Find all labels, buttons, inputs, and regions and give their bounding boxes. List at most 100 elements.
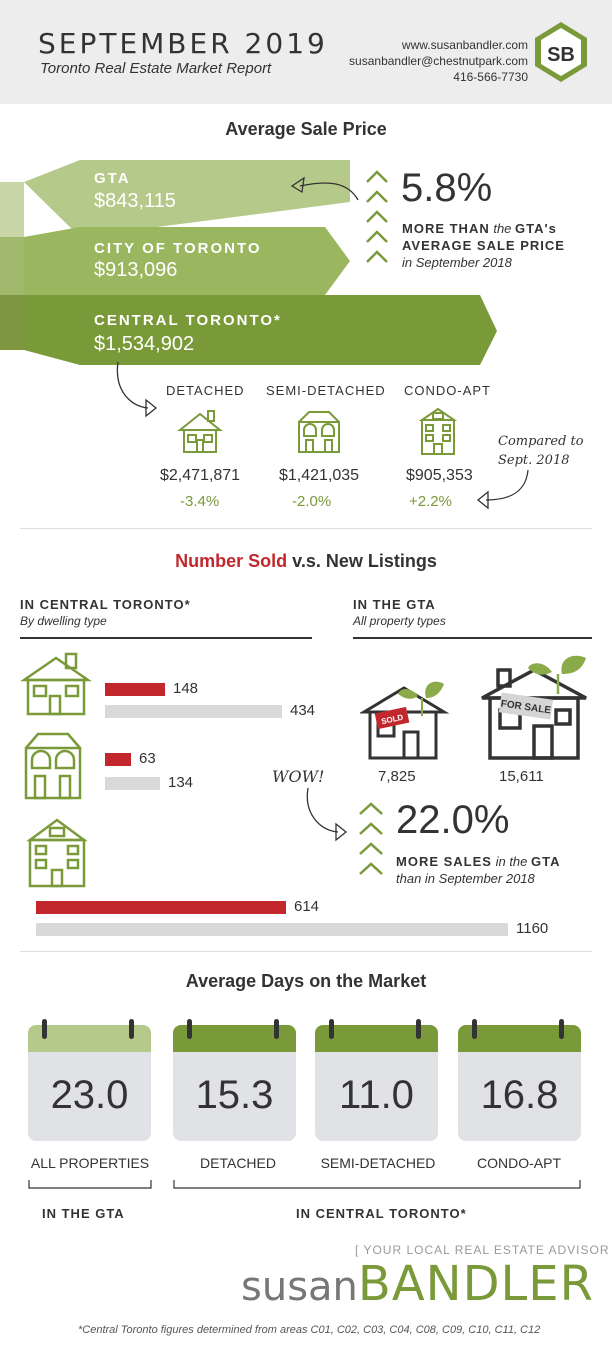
central-toronto-note: By dwelling type xyxy=(20,614,107,628)
calendar-card-semi: 11.0 xyxy=(315,1025,438,1141)
semi-price: $1,421,035 xyxy=(279,467,360,484)
days-detached-label: DETACHED xyxy=(200,1155,276,1171)
calendar-ring-icon xyxy=(187,1019,192,1039)
central-band-tail xyxy=(0,295,24,350)
calendar-ring-icon xyxy=(274,1019,279,1039)
gta-band xyxy=(24,160,350,237)
calendar-card-all: 23.0 xyxy=(28,1025,151,1141)
days-detached-value: 15.3 xyxy=(195,1073,274,1117)
sales-increase-line1: MORE SALES in the GTA xyxy=(396,854,561,869)
group-central-label: IN CENTRAL TORONTO* xyxy=(296,1206,467,1221)
semi-detached-icon xyxy=(24,732,82,800)
svg-text:SB: SB xyxy=(547,44,575,66)
semi-listings-bar xyxy=(105,777,160,790)
sb-logo: SB xyxy=(535,22,587,82)
days-semi-label: SEMI-DETACHED xyxy=(320,1155,436,1171)
semi-caption: SEMI-DETACHED xyxy=(266,383,386,398)
semi-detached-icon xyxy=(298,411,340,453)
detached-sold-bar xyxy=(105,683,165,696)
website-link[interactable]: www.susanbandler.com xyxy=(401,38,528,52)
up-chevrons-icon xyxy=(366,170,388,263)
detached-sold-value: 148 xyxy=(173,680,199,697)
header: SEPTEMBER 2019 Toronto Real Estate Marke… xyxy=(0,0,612,104)
price-bands xyxy=(0,160,497,365)
sales-increase-line2: than in September 2018 xyxy=(396,871,535,886)
report-subtitle: Toronto Real Estate Market Report xyxy=(40,60,272,77)
calendar-ring-icon xyxy=(129,1019,134,1039)
left-rule xyxy=(20,637,312,639)
sold-listings-heading: Number Sold v.s. New Listings xyxy=(175,551,437,571)
down-arrow-icon xyxy=(116,361,158,418)
detached-listings-value: 434 xyxy=(290,702,316,719)
toronto-band xyxy=(24,227,350,295)
section-divider xyxy=(20,951,592,952)
days-all-value: 23.0 xyxy=(50,1073,129,1117)
calendar-card-condo: 16.8 xyxy=(458,1025,581,1141)
detached-house-icon xyxy=(177,410,223,453)
increase-line2: AVERAGE SALE PRICE xyxy=(402,238,565,253)
gta-price: $843,115 xyxy=(94,190,176,212)
wow-note: WOW! xyxy=(272,767,325,786)
central-toronto-title: IN CENTRAL TORONTO* xyxy=(20,597,191,612)
curved-arrow-icon xyxy=(290,176,359,201)
calendar-ring-icon xyxy=(329,1019,334,1039)
compared-note-line1: Compared to xyxy=(498,434,584,449)
semi-change: -2.0% xyxy=(292,493,332,510)
gta-increase-percent: 5.8% xyxy=(401,166,493,210)
gta-note: All property types xyxy=(353,614,446,628)
condo-listings-value: 1160 xyxy=(516,920,549,937)
calendar-card-detached: 15.3 xyxy=(173,1025,296,1141)
increase-line3: in September 2018 xyxy=(402,255,512,270)
footer-tagline: [ YOUR LOCAL REAL ESTATE ADVISOR ] xyxy=(355,1243,612,1257)
semi-listings-value: 134 xyxy=(168,774,194,791)
section-divider xyxy=(20,528,592,529)
phone-number: 416-566-7730 xyxy=(453,70,528,84)
detached-change: -3.4% xyxy=(180,493,220,510)
calendar-ring-icon xyxy=(472,1019,477,1039)
detached-caption: DETACHED xyxy=(166,383,245,398)
calendar-ring-icon xyxy=(559,1019,564,1039)
condo-caption: CONDO-APT xyxy=(404,383,491,398)
days-condo-label: CONDO-APT xyxy=(477,1155,561,1171)
sales-increase-percent: 22.0% xyxy=(396,798,510,842)
right-rule xyxy=(353,637,592,639)
group-gta-label: IN THE GTA xyxy=(42,1206,125,1221)
toronto-price: $913,096 xyxy=(94,259,178,281)
avg-price-heading: Average Sale Price xyxy=(225,119,387,139)
detached-price: $2,471,871 xyxy=(160,467,241,484)
increase-line1: MORE THAN the GTA's xyxy=(402,221,557,236)
detached-house-icon xyxy=(20,652,92,716)
calendar-ring-icon xyxy=(416,1019,421,1039)
gta-sold-count: 7,825 xyxy=(378,768,416,785)
gta-title: IN THE GTA xyxy=(353,597,436,612)
calendar-ring-icon xyxy=(42,1019,47,1039)
central-price: $1,534,902 xyxy=(94,333,195,355)
toronto-label: CITY OF TORONTO xyxy=(94,240,262,257)
days-condo-value: 16.8 xyxy=(480,1073,559,1117)
report-title: SEPTEMBER 2019 xyxy=(38,27,328,60)
gta-band-tail xyxy=(0,182,24,237)
condo-listings-bar xyxy=(36,923,508,936)
footer-brand: susanBANDLER xyxy=(241,1256,594,1312)
for-sale-house-icon: FOR SALE xyxy=(481,655,587,760)
condo-sold-bar xyxy=(36,901,286,914)
condo-price: $905,353 xyxy=(406,467,473,484)
email-link[interactable]: susanbandler@chestnutpark.com xyxy=(349,54,528,68)
condo-change: +2.2% xyxy=(409,493,452,510)
days-semi-value: 11.0 xyxy=(339,1073,414,1117)
central-label: CENTRAL TORONTO* xyxy=(94,312,282,329)
group-brackets xyxy=(28,1180,581,1189)
note-arrow-icon xyxy=(476,469,529,510)
toronto-band-tail xyxy=(0,237,24,295)
semi-sold-bar xyxy=(105,753,131,766)
condo-sold-value: 614 xyxy=(294,898,320,915)
up-chevrons-icon xyxy=(359,802,383,875)
semi-sold-value: 63 xyxy=(139,750,156,767)
gta-label: GTA xyxy=(94,170,131,187)
condo-building-icon xyxy=(26,818,88,888)
footer-footnote: *Central Toronto figures determined from… xyxy=(78,1324,541,1336)
detached-listings-bar xyxy=(105,705,282,718)
days-all-label: ALL PROPERTIES xyxy=(30,1155,150,1171)
central-band xyxy=(24,295,497,365)
sold-house-icon: SOLD xyxy=(360,681,450,760)
